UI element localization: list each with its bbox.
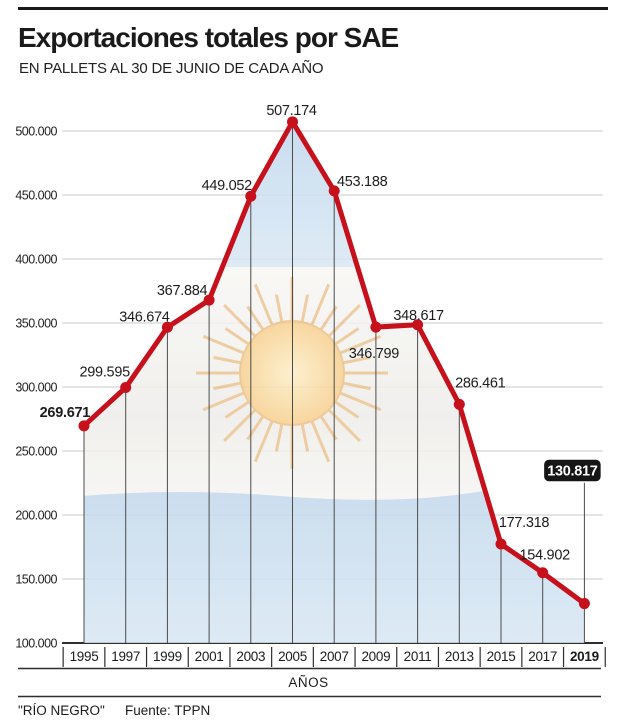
sun-ray (202, 334, 247, 356)
x-axis-year-2005: 2005 (278, 649, 307, 664)
value-label-2011: 348.617 (393, 308, 444, 324)
y-axis-tick-label: 250.000 (15, 445, 57, 459)
y-axis-tick-label: 350.000 (15, 317, 57, 331)
top-rule (18, 7, 608, 10)
x-axis-year-2013: 2013 (445, 649, 474, 664)
data-point-1995 (78, 420, 90, 432)
sun-ray (274, 421, 284, 452)
data-point-2015 (495, 538, 507, 550)
x-axis-layer: 1995 1997 1999 2001 2003 2005 2007 2009 2011 2013… (62, 647, 606, 667)
x-axis-year-2003: 2003 (236, 649, 265, 664)
value-label-1995: 269.671 (40, 405, 91, 421)
page-title: Exportaciones totales por SAE (18, 22, 399, 53)
y-axis-tick-label: 200.000 (15, 509, 57, 523)
sun-ray (340, 381, 371, 391)
drop-lines-layer (83, 121, 585, 643)
value-label-1999: 346.674 (119, 309, 170, 325)
sun-ray (309, 283, 331, 328)
x-axis-year-2001: 2001 (195, 649, 224, 664)
data-point-2013 (453, 398, 465, 410)
series-layer (78, 116, 590, 610)
x-axis-title: AÑOS (288, 675, 329, 690)
sun-ray (326, 407, 361, 442)
y-axis-tick-label: 150.000 (15, 573, 57, 587)
sun-ray (300, 294, 310, 325)
x-axis-year-1997: 1997 (111, 649, 140, 664)
sun-ray (224, 327, 252, 347)
sun-ray (224, 399, 252, 419)
x-axis-year-2007: 2007 (320, 649, 349, 664)
value-label-1997: 299.595 (80, 365, 131, 381)
value-label-2013: 286.461 (455, 375, 506, 391)
value-label-2015: 177.318 (499, 515, 550, 531)
sun-ray (213, 381, 244, 391)
data-point-2003 (245, 190, 257, 202)
value-labels-layer: 269.671 299.595 346.674 367.884 449.052 507.1… (40, 103, 603, 564)
footer-brand: "RÍO NEGRO" (18, 703, 105, 718)
data-point-2019 (578, 598, 590, 610)
x-axis-year-2017: 2017 (528, 649, 557, 664)
sun-ray (337, 334, 382, 356)
sun-ray (340, 355, 371, 365)
sun-ray (332, 399, 360, 419)
data-point-1997 (120, 382, 132, 394)
value-badge-2019 (542, 458, 603, 483)
sun-ray (213, 355, 244, 365)
value-label-2003: 449.052 (202, 178, 253, 194)
sun-ray (318, 413, 338, 441)
data-point-2009 (370, 321, 382, 333)
x-axis-year-2019: 2019 (570, 649, 599, 664)
x-axis-year-1999: 1999 (153, 649, 182, 664)
sun-ray (318, 305, 338, 333)
data-point-2017 (537, 567, 549, 579)
x-axis-year-2011: 2011 (404, 649, 432, 664)
data-point-2005 (287, 116, 298, 128)
value-label-2005: 507.174 (266, 103, 317, 119)
sun-ray (309, 418, 331, 463)
footer-source: Fuente: TPPN (125, 703, 211, 718)
x-axis-year-2009: 2009 (361, 649, 390, 664)
y-axis-tick-label: 500.000 (15, 125, 57, 139)
value-label-2009: 346.799 (349, 346, 400, 362)
value-label-2019: 130.817 (547, 464, 598, 480)
sun-ray (253, 283, 275, 328)
sun-ray (332, 327, 360, 347)
y-axis-tick-label: 100.000 (15, 637, 57, 651)
data-point-2001 (203, 294, 215, 306)
data-point-2011 (412, 319, 424, 331)
flag-bottom-stripe (84, 486, 585, 643)
data-point-1999 (161, 321, 173, 333)
sun-ray (202, 390, 247, 412)
y-axis-tick-label: 400.000 (15, 253, 57, 267)
value-label-2001: 367.884 (157, 283, 208, 299)
value-label-2007: 453.188 (337, 174, 388, 190)
sun-ray (300, 421, 310, 452)
y-axis-tick-label: 450.000 (15, 189, 57, 203)
value-label-2017: 154.902 (520, 548, 571, 564)
sun-ray (274, 294, 284, 325)
x-axis-year-2015: 2015 (487, 649, 516, 664)
x-axis-year-1995: 1995 (70, 649, 99, 664)
sun-ray (337, 390, 382, 412)
sun-ray (253, 418, 275, 463)
y-axis-tick-label: 300.000 (15, 381, 57, 395)
page-subtitle: EN PALLETS AL 30 DE JUNIO DE CADA AÑO (19, 60, 324, 77)
sun-ray (326, 304, 361, 339)
data-point-2007 (328, 185, 340, 197)
